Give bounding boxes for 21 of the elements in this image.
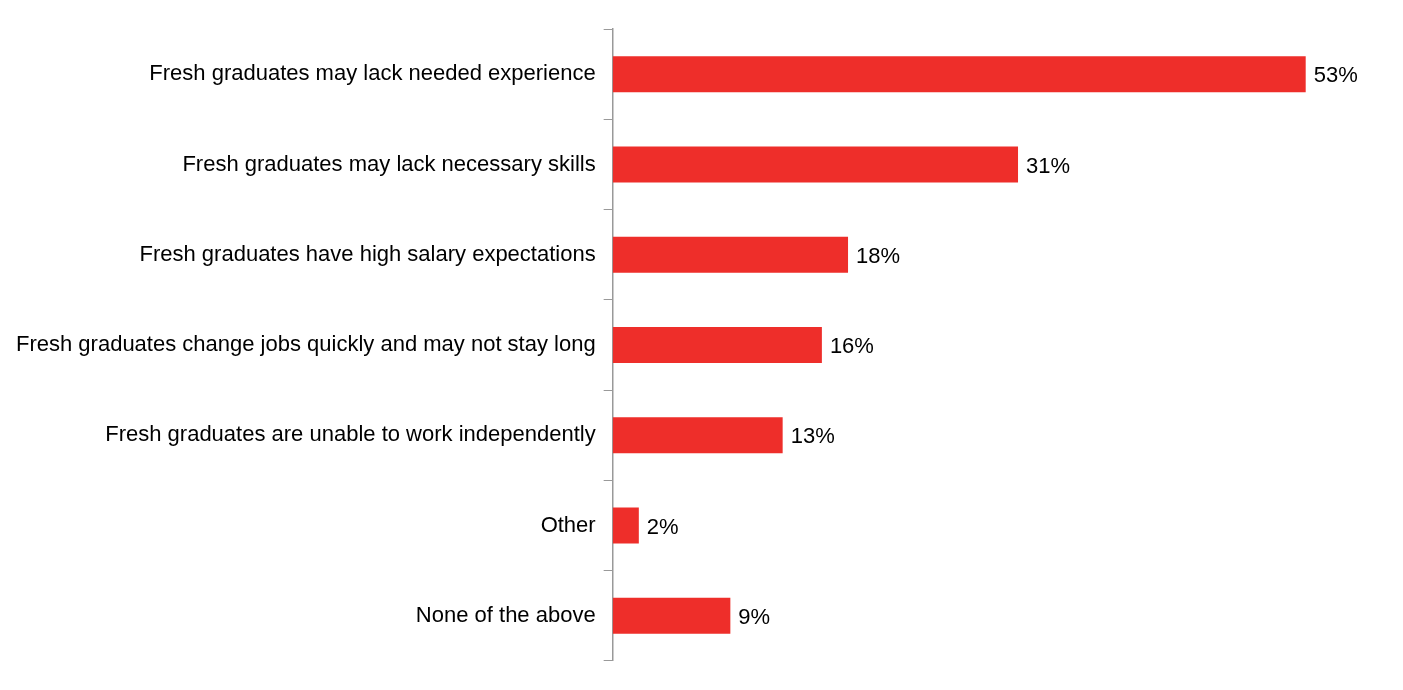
bar <box>612 236 849 273</box>
bar <box>612 146 1019 183</box>
data-label: 31% <box>1026 152 1071 178</box>
y-tick-label: Fresh graduates have high salary expectations <box>139 240 596 266</box>
bar <box>612 597 731 634</box>
data-label: 53% <box>1313 62 1358 88</box>
bar <box>612 507 639 544</box>
data-label: 2% <box>646 513 679 539</box>
bar <box>612 56 1306 93</box>
bar <box>612 326 822 364</box>
y-tick-label: Other <box>540 511 596 537</box>
y-tick-label: Fresh graduates may lack necessary skills <box>182 150 596 176</box>
bar <box>612 417 783 454</box>
y-tick-label: Fresh graduates change jobs quickly and may not stay long <box>16 331 596 357</box>
data-label: 13% <box>790 423 835 449</box>
data-label: 18% <box>856 242 901 268</box>
data-label: 16% <box>829 333 874 359</box>
data-label: 9% <box>738 603 771 629</box>
y-tick-label: None of the above <box>415 601 596 627</box>
y-tick-label: Fresh graduates may lack needed experience <box>149 60 596 86</box>
y-tick-label: Fresh graduates are unable to work independently <box>105 421 596 447</box>
